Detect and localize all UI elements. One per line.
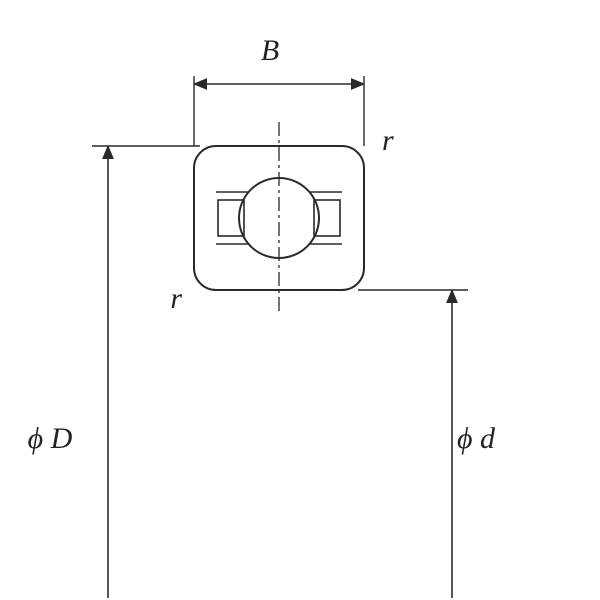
dim-b-label: B — [261, 34, 279, 67]
dim-d-lower-label: ϕ d — [457, 422, 496, 455]
radius-label-bottom: r — [170, 282, 182, 315]
dim-d-upper-label: ϕ D — [28, 422, 73, 455]
radius-label-top: r — [382, 124, 394, 157]
bearing-section-diagram: B ϕ D ϕ d r r — [0, 0, 600, 600]
